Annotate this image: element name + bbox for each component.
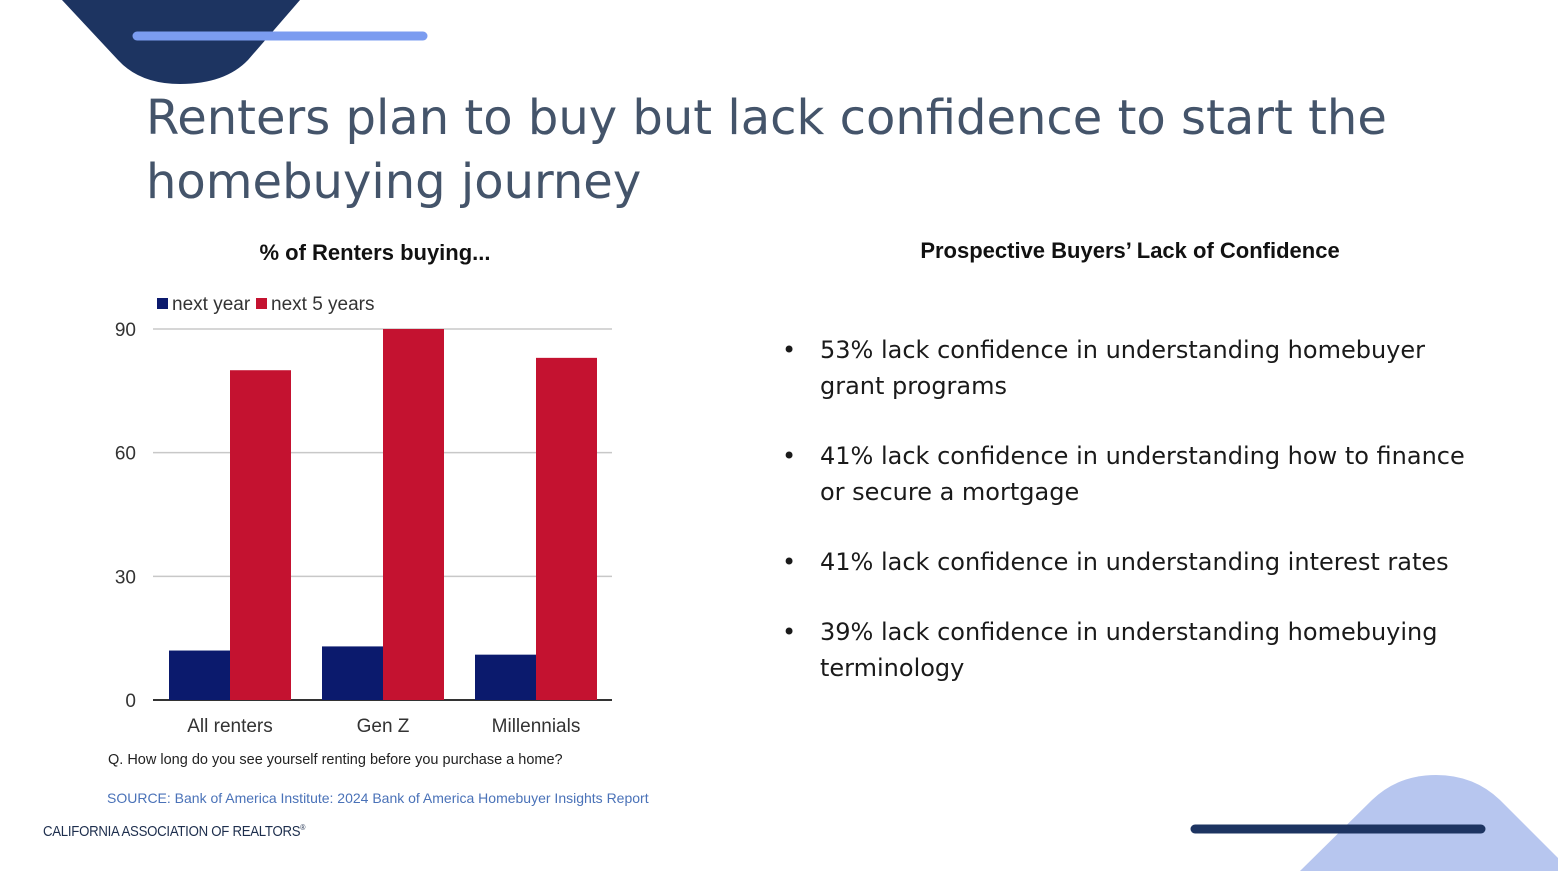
confidence-panel-title: Prospective Buyers’ Lack of Confidence bbox=[920, 238, 1340, 263]
bar-next-5-years bbox=[383, 329, 444, 700]
bar-next-5-years bbox=[230, 370, 291, 700]
survey-question: Q. How long do you see yourself renting … bbox=[108, 752, 563, 768]
bottom-right-shape bbox=[1300, 775, 1558, 871]
x-category-label: Gen Z bbox=[357, 716, 410, 737]
bullet-line: 41% lack confidence in understanding how… bbox=[820, 442, 1465, 470]
bullet-dot: • bbox=[782, 336, 797, 364]
bullet-dot: • bbox=[782, 618, 797, 646]
legend-label: next year bbox=[172, 294, 251, 315]
bullet-item: • 39% lack confidence in understanding h… bbox=[780, 614, 1500, 686]
bullet-line: 39% lack confidence in understanding hom… bbox=[820, 618, 1438, 646]
x-category-label: Millennials bbox=[492, 716, 581, 737]
bullet-line: grant programs bbox=[820, 372, 1008, 400]
legend-swatch bbox=[256, 298, 267, 309]
bar-next-5-years bbox=[536, 357, 597, 700]
bullet-line: 53% lack confidence in understanding hom… bbox=[820, 336, 1426, 364]
bullet-dot: • bbox=[782, 548, 797, 576]
x-category-label: All renters bbox=[187, 716, 273, 737]
bullet-dot: • bbox=[782, 442, 797, 470]
organization-logo-text: CALIFORNIA ASSOCIATION OF REALTORS® bbox=[43, 823, 305, 840]
bullet-line: terminology bbox=[820, 654, 965, 682]
top-left-shape bbox=[62, 0, 300, 84]
registered-mark: ® bbox=[300, 823, 306, 832]
bullet-line: 41% lack confidence in understanding int… bbox=[820, 548, 1449, 576]
legend-swatch bbox=[157, 298, 168, 309]
organization-name: CALIFORNIA ASSOCIATION OF REALTORS bbox=[43, 823, 301, 840]
legend-label: next 5 years bbox=[271, 294, 375, 315]
bar-chart: 0 30 60 90 All renters Gen Z Millennials next y… bbox=[115, 294, 612, 737]
source-note: SOURCE: Bank of America Institute: 2024 … bbox=[107, 790, 649, 806]
bar-next-year bbox=[322, 646, 383, 700]
chart-title: % of Renters buying... bbox=[259, 240, 491, 265]
bullet-item: • 41% lack confidence in understanding h… bbox=[780, 438, 1500, 510]
bullet-line: or secure a mortgage bbox=[820, 478, 1080, 506]
y-tick-label: 30 bbox=[115, 567, 136, 588]
bar-next-year bbox=[169, 650, 230, 700]
bullet-item: • 53% lack confidence in understanding h… bbox=[780, 332, 1500, 404]
y-tick-label: 60 bbox=[115, 444, 136, 465]
bar-next-year bbox=[475, 654, 536, 700]
y-tick-label: 90 bbox=[115, 320, 136, 341]
slide-title: Renters plan to buy but lack confidence … bbox=[146, 90, 1387, 210]
bullet-item: • 41% lack confidence in understanding i… bbox=[780, 544, 1500, 580]
y-tick-label: 0 bbox=[125, 691, 136, 712]
